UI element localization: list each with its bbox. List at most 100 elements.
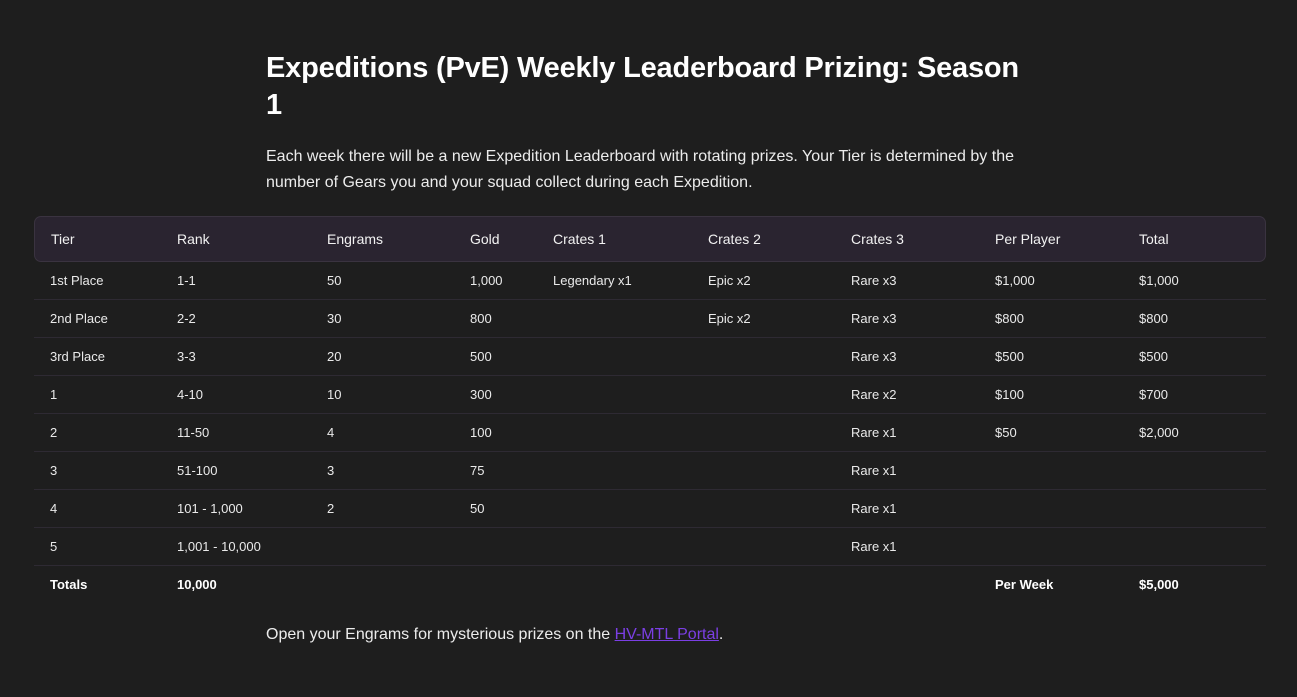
column-header: Per Player [979, 216, 1123, 262]
table-cell [537, 300, 692, 338]
table-row: 3 51-100 3 75 Rare x1 [34, 452, 1266, 490]
table-cell: $500 [979, 338, 1123, 376]
totals-cell: $5,000 [1139, 577, 1179, 592]
table-row: 2nd Place 2-2 30 800 Epic x2 Rare x3 $800 $800 [34, 300, 1266, 338]
totals-cell [311, 566, 454, 603]
table-cell: 2 [34, 414, 161, 452]
table-cell: $500 [1123, 338, 1266, 376]
table-header-row: Tier Rank Engrams Gold Crates 1 Crates 2 Crate… [34, 216, 1266, 262]
table-cell [692, 414, 835, 452]
table-body: 1st Place 1-1 50 1,000 Legendary x1 Epic x2 Ra… [34, 262, 1266, 603]
table-row: 1 4-10 10 300 Rare x2 $100 $700 [34, 376, 1266, 414]
table-cell: $1,000 [979, 262, 1123, 300]
table-cell: 1 [34, 376, 161, 414]
table-cell: 2 [311, 490, 454, 528]
table-cell: Rare x1 [835, 528, 979, 566]
totals-cell: 10,000 [177, 577, 217, 592]
totals-row: Totals 10,000 Per Week $5,000 [34, 566, 1266, 603]
table-cell: 1st Place [34, 262, 161, 300]
table-cell: 50 [311, 262, 454, 300]
table-cell: 4 [311, 414, 454, 452]
table-cell: 300 [454, 376, 537, 414]
table-cell: Rare x2 [835, 376, 979, 414]
table-cell [537, 452, 692, 490]
totals-cell: Per Week [995, 577, 1054, 592]
table-cell: 11-50 [161, 414, 311, 452]
footer-text: Open your Engrams for mysterious prizes … [266, 626, 615, 643]
table-cell [537, 414, 692, 452]
table-cell: Rare x1 [835, 490, 979, 528]
table-cell [1123, 452, 1266, 490]
table-cell [537, 338, 692, 376]
column-header: Rank [161, 216, 311, 262]
table-cell [537, 376, 692, 414]
table-cell [1123, 528, 1266, 566]
table-row: 1st Place 1-1 50 1,000 Legendary x1 Epic x2 Ra… [34, 262, 1266, 300]
table-cell: Rare x3 [835, 262, 979, 300]
table-cell: Epic x2 [692, 300, 835, 338]
table-cell: Epic x2 [692, 262, 835, 300]
table-cell: $50 [979, 414, 1123, 452]
column-header: Crates 3 [835, 216, 979, 262]
table-cell: 3rd Place [34, 338, 161, 376]
table-cell: 10 [311, 376, 454, 414]
column-header: Gold [454, 216, 537, 262]
table-cell: 100 [454, 414, 537, 452]
table-cell: $800 [1123, 300, 1266, 338]
table-cell [1123, 490, 1266, 528]
table-cell: 2nd Place [34, 300, 161, 338]
totals-cell [692, 566, 835, 603]
table-cell: $800 [979, 300, 1123, 338]
footer-period: . [718, 626, 724, 643]
table-cell [979, 528, 1123, 566]
table-cell: $700 [1123, 376, 1266, 414]
table-cell: $100 [979, 376, 1123, 414]
table-cell [692, 528, 835, 566]
table-cell: Legendary x1 [537, 262, 692, 300]
table-row: 5 1,001 - 10,000 Rare x1 [34, 528, 1266, 566]
column-header: Crates 1 [537, 216, 692, 262]
table-cell: 4 [34, 490, 161, 528]
page-title: Expeditions (PvE) Weekly Leaderboard Pri… [266, 52, 1019, 121]
table-cell: 4-10 [161, 376, 311, 414]
table-cell [692, 452, 835, 490]
table-cell: 500 [454, 338, 537, 376]
column-header: Total [1123, 216, 1266, 262]
table-cell: 30 [311, 300, 454, 338]
prize-table-container: Tier Rank Engrams Gold Crates 1 Crates 2 Crate… [34, 216, 1266, 603]
table-cell: $2,000 [1123, 414, 1266, 452]
table-cell: 20 [311, 338, 454, 376]
column-header: Engrams [311, 216, 454, 262]
footer-note: Open your Engrams for mysterious prizes … [266, 623, 1026, 647]
column-header: Crates 2 [692, 216, 835, 262]
table-cell: 1-1 [161, 262, 311, 300]
table-cell: 51-100 [161, 452, 311, 490]
table-row: 4 101 - 1,000 2 50 Rare x1 [34, 490, 1266, 528]
table-cell: 3 [34, 452, 161, 490]
table-cell [311, 528, 454, 566]
table-cell: $1,000 [1123, 262, 1266, 300]
table-cell: 800 [454, 300, 537, 338]
table-cell: 75 [454, 452, 537, 490]
table-cell: 1,001 - 10,000 [161, 528, 311, 566]
table-cell [454, 528, 537, 566]
table-cell: 50 [454, 490, 537, 528]
totals-cell [537, 566, 692, 603]
totals-cell [454, 566, 537, 603]
table-cell: 3-3 [161, 338, 311, 376]
table-cell [692, 338, 835, 376]
intro-paragraph: Each week there will be a new Expedition… [266, 148, 1014, 191]
table-cell: 1,000 [454, 262, 537, 300]
table-row: 3rd Place 3-3 20 500 Rare x3 $500 $500 [34, 338, 1266, 376]
table-row: 2 11-50 4 100 Rare x1 $50 $2,000 [34, 414, 1266, 452]
table-cell: 3 [311, 452, 454, 490]
table-cell [979, 490, 1123, 528]
table-cell: 101 - 1,000 [161, 490, 311, 528]
table-header: Tier Rank Engrams Gold Crates 1 Crates 2 Crate… [34, 216, 1266, 262]
table-cell: Rare x1 [835, 452, 979, 490]
portal-link[interactable]: HV-MTL Portal [614, 626, 719, 643]
table-cell: 5 [34, 528, 161, 566]
prize-table: Tier Rank Engrams Gold Crates 1 Crates 2 Crate… [34, 216, 1266, 603]
table-cell: Rare x3 [835, 338, 979, 376]
totals-cell [835, 566, 979, 603]
